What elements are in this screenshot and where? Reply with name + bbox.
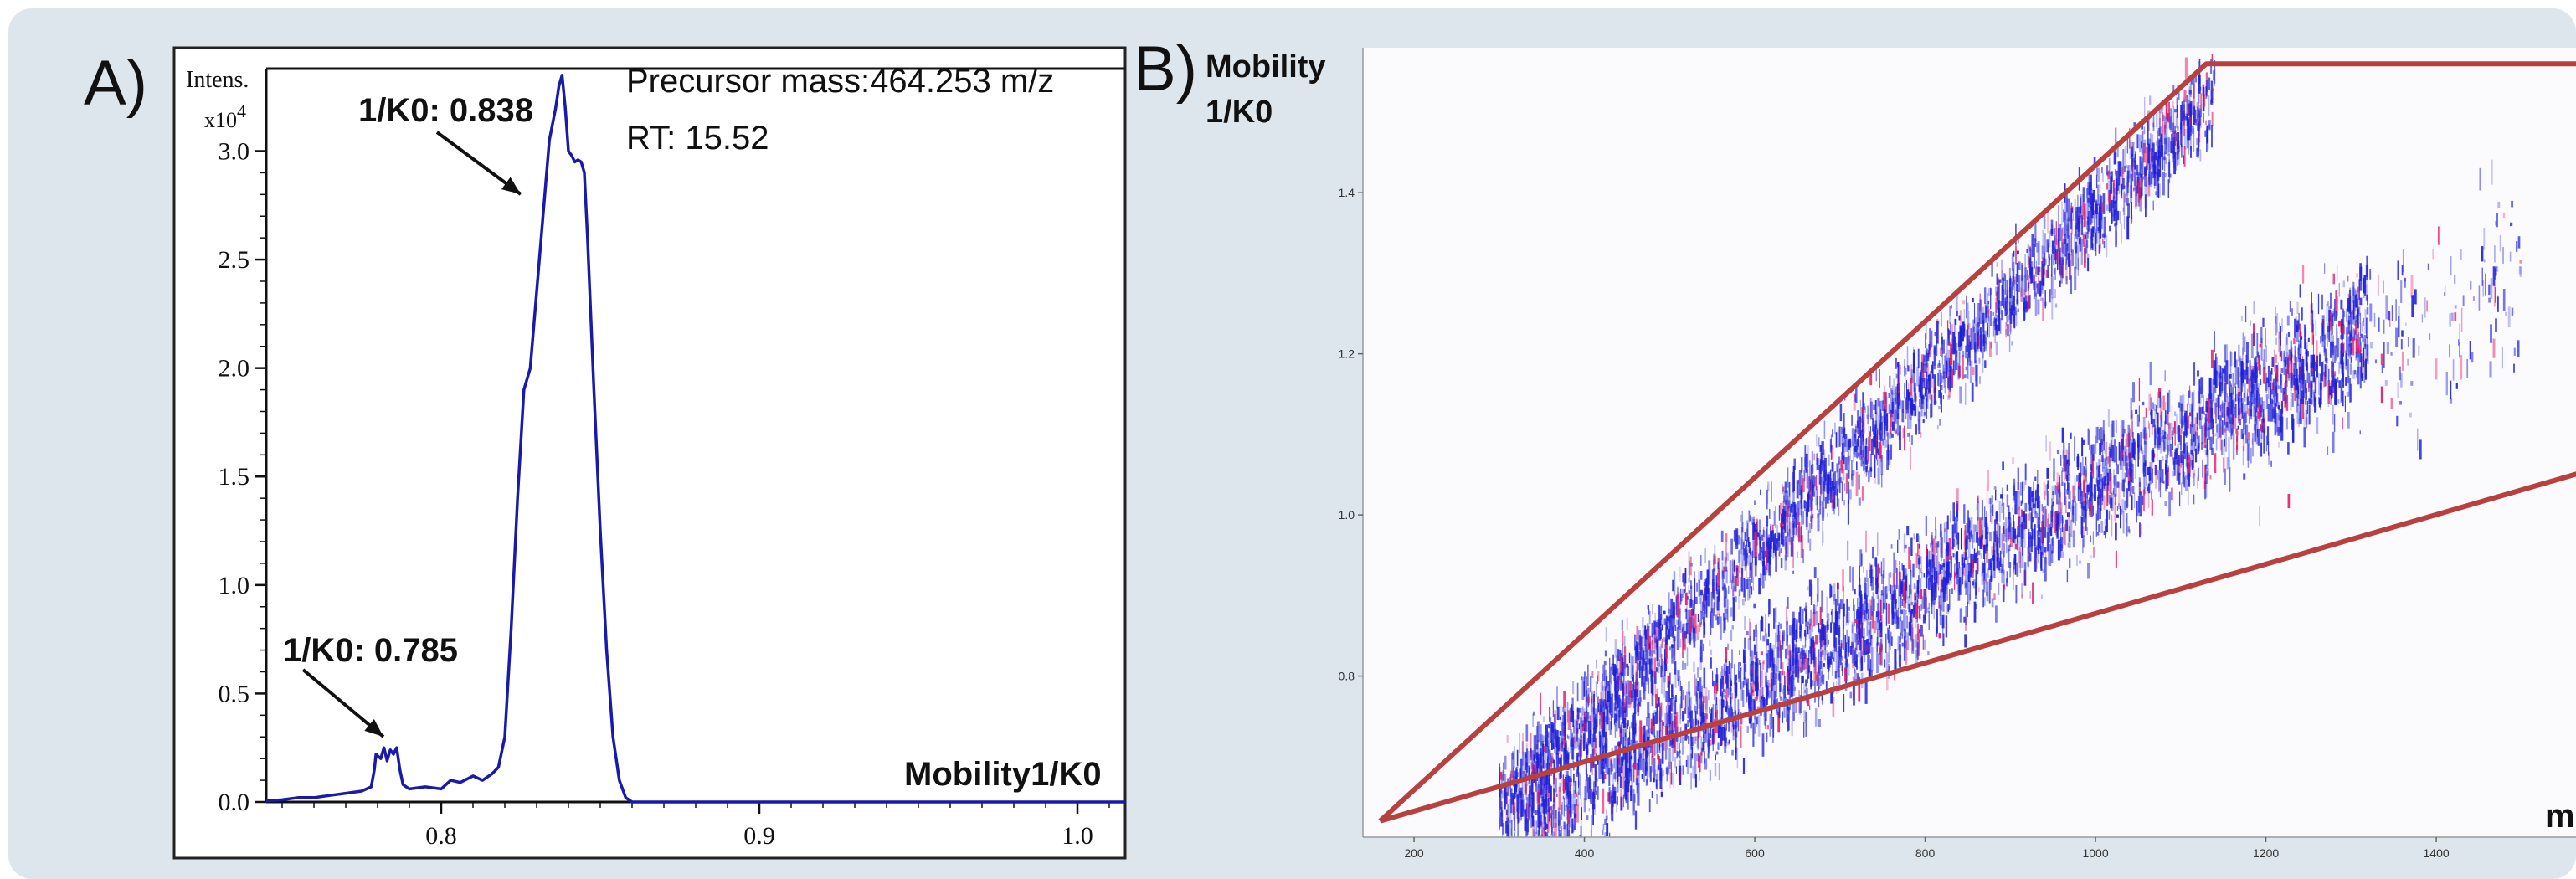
panel-b-plot-area bbox=[1363, 48, 2576, 837]
panel-b-ylabel-line1: Mobility bbox=[1206, 49, 1326, 85]
annotation-peak-838: 1/K0: 0.838 bbox=[358, 92, 533, 129]
panel-a-y-tick-label: 3.0 bbox=[219, 137, 250, 165]
annotation-peak-785: 1/K0: 0.785 bbox=[283, 632, 458, 669]
panel-a-ylabel: Intens. bbox=[186, 67, 249, 93]
panel-a-y-tick-label: 2.0 bbox=[219, 355, 250, 383]
panel-a-y-tick-label: 2.5 bbox=[219, 246, 250, 274]
panel-a-y-tick-label: 0.5 bbox=[219, 680, 250, 707]
panel-a-x-tick-label: 0.9 bbox=[743, 822, 775, 850]
panel-a-subtitle: RT: 15.52 bbox=[626, 120, 769, 157]
panel-a-title: Precursor mass:464.253 m/z bbox=[626, 63, 1054, 100]
panel-b-ylabel-line2: 1/K0 bbox=[1206, 95, 1273, 130]
panel-a-y-tick-label: 1.5 bbox=[219, 463, 250, 491]
panel-a-y-tick-label: 1.0 bbox=[219, 572, 250, 599]
panel-a-x-tick-label: 1.0 bbox=[1062, 822, 1093, 850]
panel-a-label: A) bbox=[84, 48, 147, 119]
panel-b-label: B) bbox=[1134, 33, 1197, 105]
panel-a-frame bbox=[174, 48, 1125, 858]
panel-a-x-tick-label: 0.8 bbox=[425, 822, 457, 850]
panel-b-chart: 0.81.01.21.4 200400600800100012001400160… bbox=[1339, 48, 2576, 871]
panel-a-xlabel: Mobility1/K0 bbox=[904, 756, 1102, 793]
panel-a-y-tick-label: 0.0 bbox=[219, 789, 250, 816]
